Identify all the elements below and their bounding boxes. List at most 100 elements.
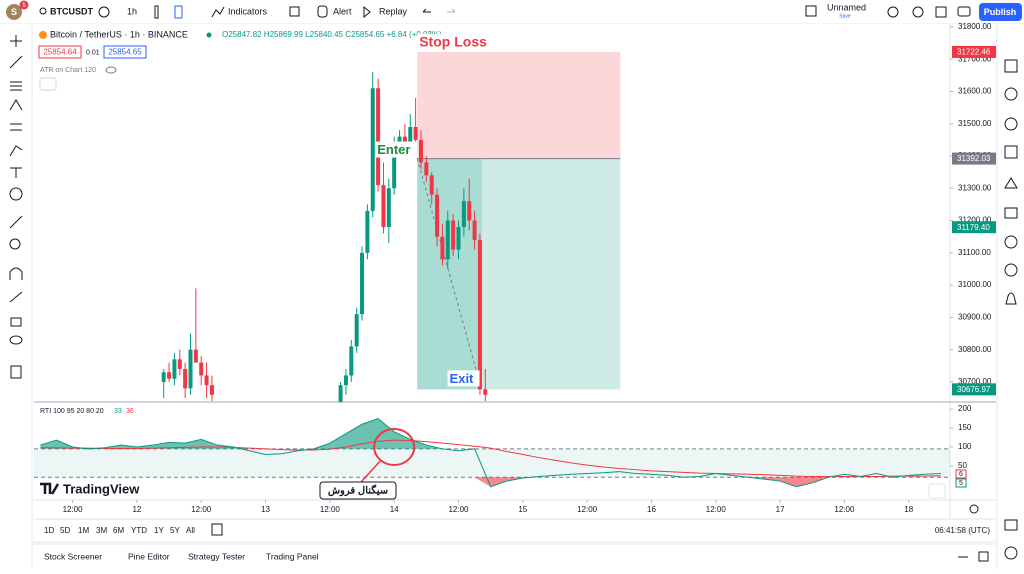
- undo[interactable]: [422, 8, 431, 13]
- candle-body: [354, 314, 359, 347]
- indicators-button[interactable]: Indicators: [228, 6, 268, 16]
- candle-body: [365, 210, 370, 253]
- ask-price[interactable]: 25854.65: [108, 48, 142, 57]
- quick-search[interactable]: [887, 6, 899, 18]
- axis-settings[interactable]: [969, 504, 979, 514]
- bars-icon[interactable]: [174, 5, 183, 19]
- help[interactable]: [1004, 546, 1018, 560]
- ind-tick-label: 200: [958, 404, 972, 413]
- replay-icon[interactable]: [363, 5, 371, 19]
- publish-button-bg[interactable]: [979, 3, 1022, 21]
- lock-tool[interactable]: [10, 317, 22, 327]
- text-tool[interactable]: [10, 167, 22, 178]
- ind-tick-label: 150: [958, 423, 972, 432]
- legend-collapse[interactable]: [39, 77, 57, 91]
- range-button[interactable]: YTD: [131, 526, 147, 535]
- market-status: [206, 32, 212, 38]
- avatar[interactable]: [6, 4, 22, 20]
- y-tick-label: 31700.00: [958, 54, 992, 63]
- logo-text: TradingView: [63, 481, 140, 496]
- candle-body: [402, 136, 407, 147]
- y-tick-label: 30900.00: [958, 312, 992, 321]
- bottom-tab[interactable]: Pine Editor: [128, 551, 170, 561]
- search-icon[interactable]: [39, 7, 47, 15]
- symbol[interactable]: BTCUSDT: [50, 6, 93, 16]
- candle-body: [472, 220, 477, 240]
- ruler-tool[interactable]: [9, 215, 23, 229]
- range-button[interactable]: 1D: [44, 526, 54, 535]
- hotlists[interactable]: [1004, 145, 1018, 159]
- alert-icon[interactable]: [317, 5, 328, 18]
- templates-icon[interactable]: [289, 6, 300, 17]
- indicator-value-1: 33: [114, 408, 122, 415]
- ind-tick-label: 100: [958, 442, 972, 451]
- range-button[interactable]: 1Y: [154, 526, 164, 535]
- publish-button[interactable]: Publish: [984, 7, 1017, 17]
- bottom-tab[interactable]: Trading Panel: [266, 551, 319, 561]
- redo[interactable]: [447, 8, 456, 13]
- range-button[interactable]: 3M: [96, 526, 107, 535]
- chats[interactable]: [1004, 263, 1018, 277]
- settings[interactable]: [912, 6, 924, 18]
- y-tick-label: 30700.00: [958, 377, 992, 386]
- crosshair-tool[interactable]: [10, 35, 22, 47]
- maximize-panel[interactable]: [978, 551, 989, 562]
- x-tick-label: 14: [390, 505, 399, 514]
- indicator-name: RTI 100 95 20 80 20: [40, 408, 104, 415]
- alert-button[interactable]: Alert: [333, 6, 352, 16]
- notifications[interactable]: [1005, 292, 1017, 305]
- replay-button[interactable]: Replay: [379, 6, 408, 16]
- object-tree[interactable]: [1004, 519, 1018, 531]
- indicator-legend: ATR on Chart 120: [40, 67, 96, 74]
- sell-box[interactable]: [38, 45, 82, 59]
- band-fill: [34, 448, 950, 478]
- trend-line-tool[interactable]: [9, 55, 23, 69]
- trash-tool[interactable]: [10, 365, 22, 379]
- indicators-icon[interactable]: [211, 6, 225, 18]
- prediction-tool[interactable]: [10, 123, 22, 131]
- indicator-eye[interactable]: [105, 66, 117, 74]
- chart-type-icon[interactable]: [154, 5, 159, 19]
- x-tick-label: 12:00: [191, 505, 212, 514]
- streams[interactable]: [1004, 235, 1018, 249]
- fib-tool[interactable]: [10, 81, 22, 91]
- scroll-right[interactable]: [928, 483, 946, 499]
- bottom-tab[interactable]: Strategy Tester: [188, 551, 245, 561]
- layout-name[interactable]: Unnamed: [827, 2, 866, 12]
- layout-icon[interactable]: [805, 5, 817, 17]
- target-price: 30676.97: [957, 385, 991, 394]
- lock-draw-tool[interactable]: [9, 291, 23, 303]
- ideas[interactable]: [1004, 207, 1018, 219]
- stop-loss-label: Stop Loss: [419, 34, 487, 50]
- pattern-tool[interactable]: [9, 99, 23, 111]
- data-window[interactable]: [1004, 117, 1018, 131]
- alerts-widget[interactable]: [1004, 87, 1018, 101]
- spread: 0.01: [86, 49, 100, 56]
- zoom-tool[interactable]: [9, 238, 21, 250]
- screenshot[interactable]: [957, 6, 971, 17]
- candle-body: [177, 359, 182, 370]
- range-button[interactable]: 6M: [113, 526, 124, 535]
- range-button[interactable]: 1M: [78, 526, 89, 535]
- watchlist[interactable]: [1004, 59, 1018, 73]
- badge-count: 5: [22, 3, 26, 9]
- range-button[interactable]: All: [186, 526, 195, 535]
- candle-body: [413, 126, 418, 140]
- top-toolbar: [0, 0, 1024, 23]
- calendar[interactable]: [1004, 177, 1018, 189]
- candle-body: [461, 201, 466, 228]
- visibility-tool[interactable]: [9, 335, 23, 345]
- magnet-tool[interactable]: [9, 267, 23, 280]
- buy-box[interactable]: [103, 45, 147, 59]
- bottom-tab[interactable]: Stock Screener: [44, 551, 102, 561]
- icon-tool[interactable]: [9, 187, 23, 201]
- bid-price[interactable]: 25854.64: [43, 48, 77, 57]
- compare-icon[interactable]: [98, 6, 110, 18]
- date-range-icon[interactable]: [211, 523, 223, 536]
- logo-mark: [40, 482, 60, 495]
- fullscreen[interactable]: [935, 6, 947, 18]
- interval[interactable]: 1h: [127, 6, 137, 16]
- brush-tool[interactable]: [9, 145, 23, 157]
- range-button[interactable]: 5D: [60, 526, 70, 535]
- range-button[interactable]: 5Y: [170, 526, 180, 535]
